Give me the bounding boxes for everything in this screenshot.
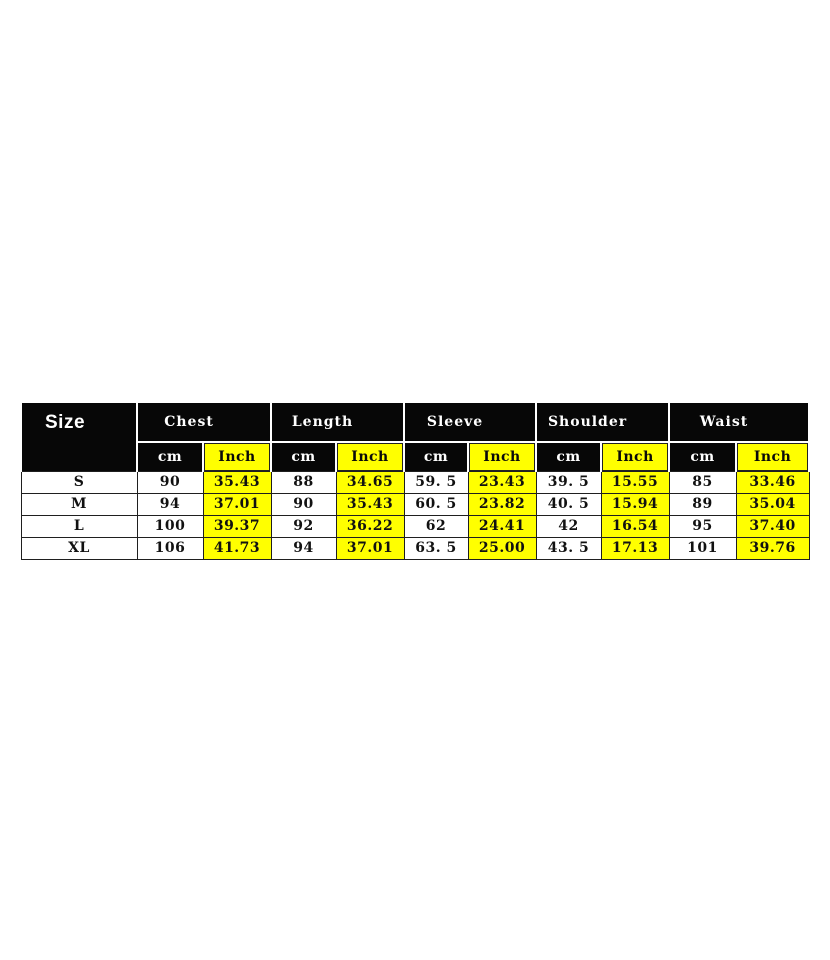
table-row-m: M 94 37.01 90 35.43 60. 5 23.82 40. 5 15… — [20, 492, 810, 516]
inch-value-cell: 35.43 — [335, 492, 405, 516]
cm-value-cell: 101 — [668, 536, 737, 560]
inch-value-cell: 23.43 — [467, 470, 537, 494]
size-chart-table: Size Chest Length Sleeve Shoulder Waist … — [20, 401, 811, 560]
table-row-xl: XL 106 41.73 94 37.01 63. 5 25.00 43. 5 … — [20, 536, 810, 560]
cm-value-cell: 89 — [668, 492, 737, 516]
inch-value-cell: 35.04 — [735, 492, 810, 516]
cm-value-cell: 63. 5 — [403, 536, 469, 560]
inch-value-cell: 35.43 — [202, 470, 272, 494]
inch-value-cell: 24.41 — [467, 514, 537, 538]
cm-value-cell: 94 — [136, 492, 204, 516]
table-row-s: S 90 35.43 88 34.65 59. 5 23.43 39. 5 15… — [20, 470, 810, 494]
unit-header-cm-length: cm — [270, 441, 338, 472]
cm-value-cell: 92 — [270, 514, 337, 538]
size-label-cell: M — [20, 492, 138, 516]
cm-value-cell: 42 — [535, 514, 602, 538]
size-corner-header: Size — [20, 401, 138, 472]
inch-value-cell: 41.73 — [202, 536, 272, 560]
inch-value-cell: 15.55 — [600, 470, 670, 494]
table-row-l: L 100 39.37 92 36.22 62 24.41 42 16.54 9… — [20, 514, 810, 538]
unit-header-inch-length: Inch — [335, 441, 406, 472]
cm-value-cell: 90 — [136, 470, 204, 494]
cm-value-cell: 40. 5 — [535, 492, 602, 516]
inch-value-cell: 36.22 — [335, 514, 405, 538]
group-header-shoulder: Shoulder — [535, 401, 671, 443]
cm-value-cell: 60. 5 — [403, 492, 469, 516]
inch-value-cell: 39.37 — [202, 514, 272, 538]
category-header-row: Size Chest Length Sleeve Shoulder Waist — [20, 401, 811, 472]
inch-value-cell: 25.00 — [467, 536, 537, 560]
cm-value-cell: 88 — [270, 470, 337, 494]
inch-value-cell: 15.94 — [600, 492, 670, 516]
size-label-cell: XL — [20, 536, 138, 560]
unit-header-cm-sleeve: cm — [403, 441, 470, 472]
cm-value-cell: 95 — [668, 514, 737, 538]
unit-header-cm-shoulder: cm — [535, 441, 603, 472]
unit-header-cm-chest: cm — [136, 441, 204, 472]
unit-header-cm-waist: cm — [668, 441, 738, 472]
inch-value-cell: 37.40 — [735, 514, 810, 538]
cm-value-cell: 90 — [270, 492, 337, 516]
inch-value-cell: 37.01 — [335, 536, 405, 560]
cm-value-cell: 85 — [668, 470, 737, 494]
group-header-chest: Chest — [135, 401, 273, 443]
inch-value-cell: 33.46 — [735, 470, 810, 494]
cm-value-cell: 62 — [403, 514, 469, 538]
group-header-waist: Waist — [668, 401, 811, 443]
inch-value-cell: 23.82 — [467, 492, 537, 516]
cm-value-cell: 39. 5 — [535, 470, 602, 494]
unit-header-row: cm Inch cm Inch cm Inch cm Inch cm Inch — [21, 441, 811, 472]
unit-header-inch-chest: Inch — [201, 441, 273, 472]
cm-value-cell: 100 — [136, 514, 204, 538]
cm-value-cell: 59. 5 — [403, 470, 469, 494]
cm-value-cell: 43. 5 — [535, 536, 602, 560]
group-header-length: Length — [270, 401, 406, 443]
inch-value-cell: 39.76 — [735, 536, 810, 560]
inch-value-cell: 17.13 — [600, 536, 670, 560]
size-label-cell: S — [20, 470, 138, 494]
inch-value-cell: 34.65 — [335, 470, 405, 494]
inch-value-cell: 37.01 — [202, 492, 272, 516]
unit-header-inch-waist: Inch — [735, 441, 811, 472]
size-label-cell: L — [20, 514, 138, 538]
inch-value-cell: 16.54 — [600, 514, 670, 538]
cm-value-cell: 106 — [136, 536, 204, 560]
unit-header-inch-shoulder: Inch — [600, 441, 671, 472]
unit-header-inch-sleeve: Inch — [467, 441, 538, 472]
group-header-sleeve: Sleeve — [403, 401, 538, 443]
cm-value-cell: 94 — [270, 536, 337, 560]
